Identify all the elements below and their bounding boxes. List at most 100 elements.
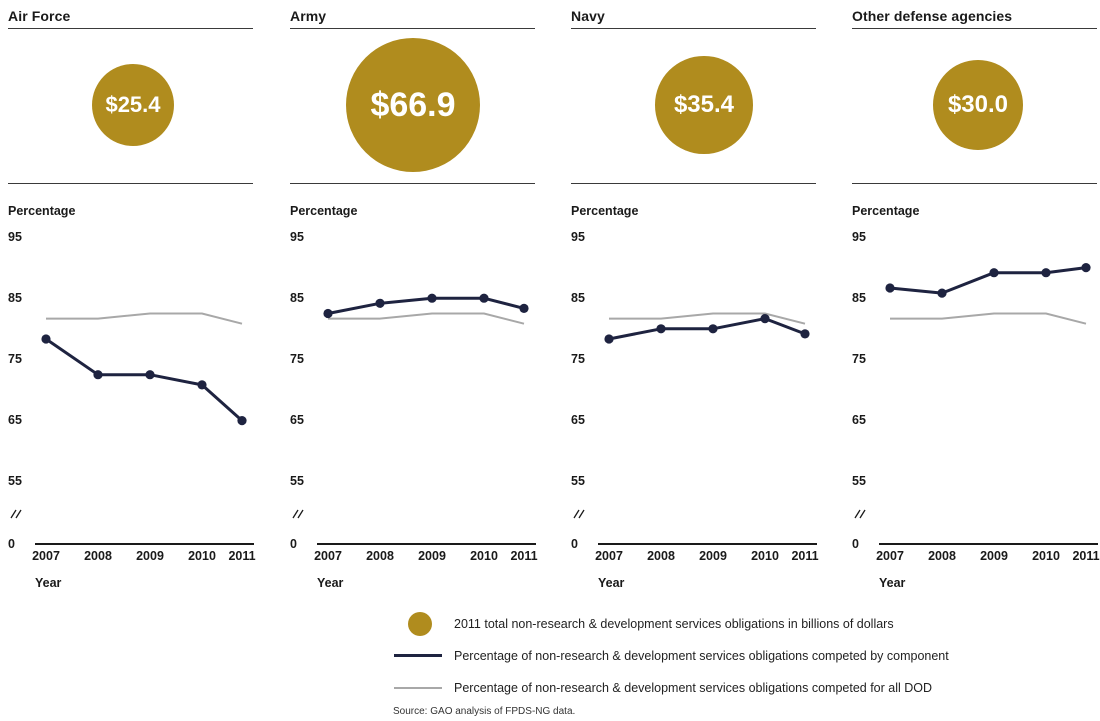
y-tick-label: 95 (852, 230, 866, 244)
axis-break-mark (10, 509, 17, 519)
obligations-bubble: $66.9 (346, 38, 480, 172)
component-data-point (323, 308, 333, 319)
legend-item-bubble: 2011 total non-research & development se… (400, 612, 894, 636)
y-tick-label: 0 (852, 537, 859, 551)
y-tick-label: 65 (8, 413, 22, 427)
component-data-point (800, 329, 810, 339)
component-data-point (989, 268, 999, 278)
x-tick-label: 2011 (1072, 549, 1099, 563)
dod-series-line (46, 312, 243, 325)
y-tick-label: 55 (290, 474, 304, 488)
rule-top (571, 28, 816, 29)
x-axis-label: Year (598, 576, 625, 590)
x-axis-label: Year (35, 576, 62, 590)
x-axis-label: Year (317, 576, 344, 590)
x-tick-label: 2008 (84, 549, 112, 563)
component-data-point (145, 370, 155, 380)
x-tick-label: 2010 (1032, 549, 1060, 563)
x-tick-label: 2008 (647, 549, 675, 563)
rule-top (852, 28, 1097, 29)
y-tick-label: 95 (571, 230, 585, 244)
axis-break-mark (292, 509, 299, 519)
x-tick-label: 2008 (366, 549, 394, 563)
x-tick-label: 2007 (32, 549, 60, 563)
y-tick-label: 0 (290, 537, 297, 551)
y-tick-label: 85 (8, 291, 22, 305)
x-tick-label: 2011 (791, 549, 818, 563)
component-data-point (656, 324, 666, 334)
component-series-line (327, 296, 525, 315)
component-data-point (885, 283, 895, 293)
component-series-line (45, 337, 243, 422)
component-data-point (41, 334, 51, 344)
axis-break-mark (578, 509, 585, 519)
y-tick-label: 55 (8, 474, 22, 488)
y-axis-label: Percentage (290, 204, 357, 218)
panel-title: Navy (571, 8, 605, 24)
component-data-point (427, 293, 437, 303)
y-tick-label: 75 (571, 352, 585, 366)
legend-label-component: Percentage of non-research & development… (454, 649, 949, 663)
obligations-bubble: $35.4 (655, 56, 753, 154)
bubble-icon (408, 612, 432, 636)
rule-mid (571, 183, 816, 184)
rule-top (8, 28, 253, 29)
legend-item-component: Percentage of non-research & development… (394, 644, 949, 668)
component-data-point (937, 288, 947, 298)
x-tick-label: 2007 (314, 549, 342, 563)
x-tick-label: 2010 (188, 549, 216, 563)
component-data-point (237, 416, 247, 426)
component-series-line (608, 317, 806, 341)
legend-symbol-component (394, 644, 444, 668)
axis-break-mark (854, 509, 861, 519)
panel-0: Air Force $25.4 Percentage 95 85 75 65 55 0 2007 2… (8, 0, 256, 600)
dod-series-line (328, 312, 525, 325)
rule-top (290, 28, 535, 29)
y-tick-label: 75 (290, 352, 304, 366)
component-data-point (1041, 268, 1051, 278)
component-data-point (519, 303, 529, 313)
component-series-line (889, 266, 1087, 295)
line-plot: Percentage 95 85 75 65 55 0 2007 2008 2009 2010 201… (8, 204, 256, 590)
x-tick-label: 2009 (980, 549, 1008, 563)
y-tick-label: 85 (852, 291, 866, 305)
obligations-bubble: $30.0 (933, 60, 1023, 150)
y-tick-label: 0 (8, 537, 15, 551)
y-tick-label: 75 (8, 352, 22, 366)
axis-break-mark (573, 509, 580, 519)
y-axis-label: Percentage (852, 204, 919, 218)
x-tick-label: 2011 (228, 549, 255, 563)
panel-3: Other defense agencies $30.0 Percentage 95 8… (852, 0, 1100, 600)
y-tick-label: 75 (852, 352, 866, 366)
legend-label-dod: Percentage of non-research & development… (454, 681, 933, 695)
axis-break-mark (15, 509, 22, 519)
rule-mid (8, 183, 253, 184)
dark-line-icon (394, 654, 442, 657)
component-data-point (604, 334, 614, 344)
x-tick-label: 2007 (876, 549, 904, 563)
x-tick-label: 2007 (595, 549, 623, 563)
y-tick-label: 65 (290, 413, 304, 427)
component-data-point (760, 314, 770, 324)
panel-2: Navy $35.4 Percentage 95 85 75 65 55 0 2007 2008 20… (571, 0, 819, 600)
line-plot: Percentage 95 85 75 65 55 0 2007 2008 2009 2010 201… (290, 204, 538, 590)
y-tick-label: 0 (571, 537, 578, 551)
panel-title: Other defense agencies (852, 8, 1013, 24)
legend-symbol-bubble (400, 612, 444, 636)
component-data-point (375, 298, 385, 308)
obligations-bubble: $25.4 (91, 63, 175, 147)
x-tick-label: 2009 (418, 549, 446, 563)
y-tick-label: 65 (571, 413, 585, 427)
y-tick-label: 65 (852, 413, 866, 427)
rule-mid (852, 183, 1097, 184)
y-tick-label: 85 (571, 291, 585, 305)
gray-line-icon (394, 687, 442, 689)
x-tick-label: 2009 (136, 549, 164, 563)
y-tick-label: 85 (290, 291, 304, 305)
line-plot: Percentage 95 85 75 65 55 0 2007 2008 2009 2010 201… (852, 204, 1100, 590)
y-tick-label: 55 (852, 474, 866, 488)
x-tick-label: 2008 (928, 549, 956, 563)
y-axis-label: Percentage (571, 204, 638, 218)
component-data-point (708, 324, 718, 334)
y-tick-label: 95 (8, 230, 22, 244)
